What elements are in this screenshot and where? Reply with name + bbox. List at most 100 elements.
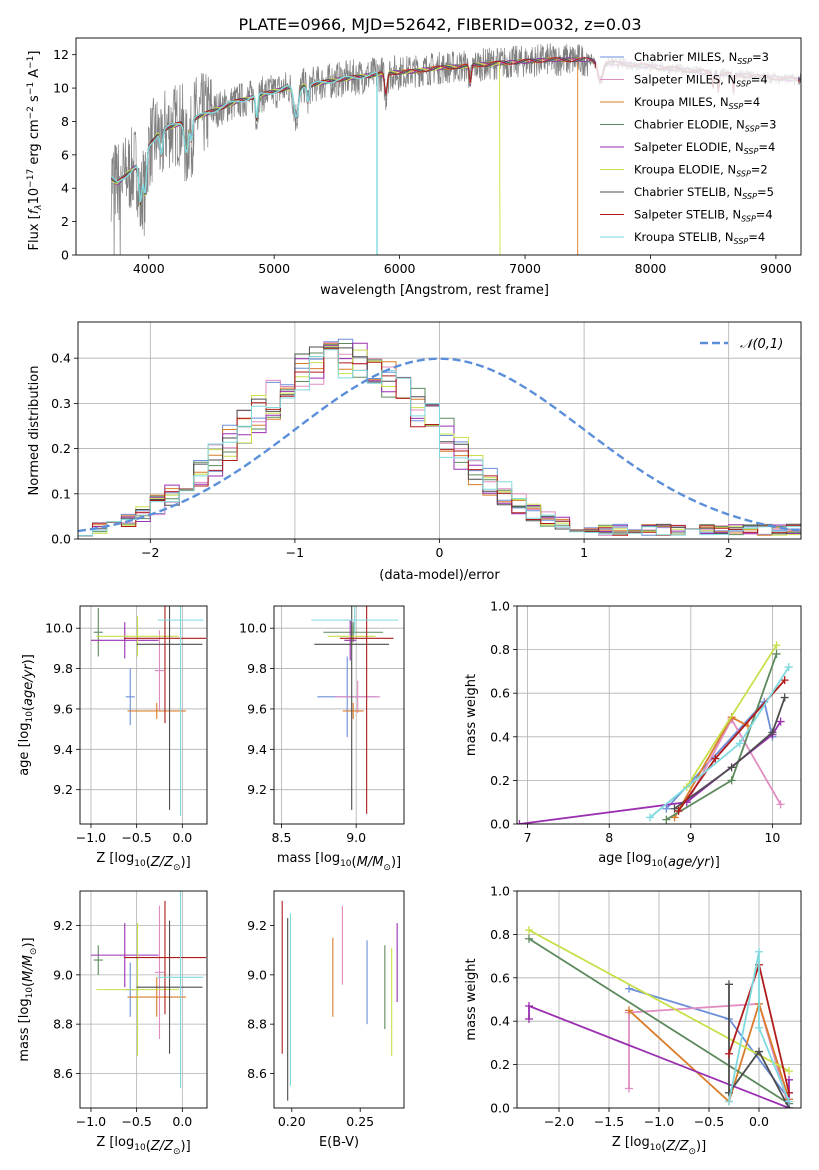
- y-tick-label: 0.4: [490, 729, 510, 744]
- ticks-spectrum: 4000 5000 6000 7000 8000 9000 0 2 4 6 8 10 12: [53, 47, 792, 276]
- axes-frame-spectrum: [75, 37, 802, 256]
- y-tick-label: 0.0: [490, 817, 510, 832]
- y-tick-label: 9.4: [247, 742, 267, 757]
- legend-label: Kroupa MILES, NSSP=4: [634, 95, 760, 111]
- y-tick-label: 0.6: [490, 686, 510, 701]
- axes-frame-residuals: [77, 321, 802, 540]
- y-tick-label: 9.2: [247, 782, 267, 797]
- weight-series-line: [628, 1000, 790, 1104]
- legend-label: Salpeter MILES, NSSP=4: [634, 73, 768, 89]
- x-tick-label: −1.0: [644, 1114, 674, 1129]
- x-tick-label: −0.5: [121, 1114, 151, 1129]
- x-tick-label: 6000: [384, 261, 416, 276]
- axes-weight_vs_age: 7 8 9 10 0.0 0.2 0.4 0.6 0.8 1.0 age [log10(age/yr…: [464, 599, 802, 870]
- y-tick-label: 9.8: [247, 661, 267, 676]
- x-tick-label: −2: [141, 545, 159, 560]
- axes-frame-age_vs_Z: [79, 605, 208, 825]
- plot-area-weight_vs_Z: [525, 926, 793, 1108]
- weight-point-marker: [670, 804, 679, 813]
- ticks-mass_vs_ebv: 0.20 0.25 8.6 8.8 9.0 9.2: [247, 918, 374, 1129]
- x-tick-label: 10: [764, 830, 780, 845]
- x-tick-label: 0.20: [278, 1114, 306, 1129]
- x-axis-label: Z [log10(Z/Z⊙)]: [96, 851, 190, 873]
- x-tick-label: 0.0: [749, 1114, 769, 1129]
- weight-point-marker: [735, 739, 744, 748]
- legend-label: Chabrier ELODIE, NSSP=3: [634, 118, 776, 134]
- y-tick-label: 0.2: [490, 1057, 510, 1072]
- x-tick-label: 0.25: [346, 1114, 374, 1129]
- x-tick-label: 8000: [635, 261, 667, 276]
- weight-point-marker: [625, 984, 633, 993]
- model-spectrum-line: [110, 71, 378, 255]
- x-tick-label: 9.0: [346, 830, 366, 845]
- x-tick-label: −1.0: [76, 1114, 106, 1129]
- x-tick-label: 7: [524, 830, 532, 845]
- weight-series-line: [728, 984, 790, 1108]
- ticks-age_vs_mass: 8.5 9.0 9.2 9.4 9.6 9.8 10.0: [239, 621, 366, 845]
- y-tick-label: 4: [61, 181, 69, 196]
- y-tick-label: 1.0: [490, 884, 510, 899]
- axes-mass_vs_Z: −1.0 −0.5 0.0 8.6 8.8 9.0 9.2 Z [log10(Z/Z⊙)] ma…: [17, 890, 208, 1157]
- weight-point-marker: [725, 1049, 733, 1058]
- weight-point-marker: [525, 1002, 533, 1011]
- y-tick-label: 9.0: [247, 967, 267, 982]
- weight-point-marker: [725, 980, 733, 989]
- y-tick-label: 10.0: [45, 621, 73, 636]
- y-axis-label: age [log10(age/yr)]: [17, 654, 36, 776]
- weight-point-marker: [784, 663, 793, 672]
- ticks-weight_vs_Z: −2.0 −1.5 −1.0 −0.5 0.0 0.0 0.2 0.4 0.6 0.8 1.0: [490, 884, 769, 1130]
- weight-point-marker: [727, 763, 736, 772]
- axes-frame-weight_vs_age: [516, 605, 802, 825]
- y-tick-label: 0.2: [490, 773, 510, 788]
- weight-point-marker: [755, 1047, 763, 1056]
- y-tick-label: 9.2: [247, 918, 267, 933]
- y-tick-label: 9.8: [53, 661, 73, 676]
- y-tick-label: 9.6: [247, 701, 267, 716]
- y-tick-label: 0.8: [490, 642, 510, 657]
- y-tick-label: 9.4: [53, 742, 73, 757]
- spectrum-legend: Chabrier MILES, NSSP=3 Salpeter MILES, NS…: [596, 45, 798, 250]
- x-tick-label: 2: [725, 545, 733, 560]
- axes-age_vs_Z: −1.0 −0.5 0.0 9.2 9.4 9.6 9.8 10.0 Z [log10(Z/Z⊙…: [17, 605, 208, 873]
- weight-series-line: [685, 644, 778, 788]
- x-axis-label: E(B-V): [319, 1135, 359, 1150]
- y-tick-label: 9.2: [53, 782, 73, 797]
- x-tick-label: 5000: [258, 261, 290, 276]
- x-tick-label: 9: [687, 830, 695, 845]
- y-tick-label: 1.0: [490, 599, 510, 614]
- x-tick-label: −1: [286, 545, 304, 560]
- y-tick-label: 8.8: [53, 1017, 73, 1032]
- x-axis-label: Z [log10(Z/Z⊙)]: [96, 1135, 190, 1157]
- axes-residuals: −2 −1 0 1 2 0.0 0.1 0.2 0.3 0.4 𝒩(0,1) (data-model)…: [27, 321, 802, 583]
- weight-point-marker: [662, 815, 671, 824]
- legend-label: Salpeter ELODIE, NSSP=4: [634, 140, 775, 156]
- weight-point-marker: [525, 926, 533, 935]
- weight-point-marker: [780, 676, 789, 685]
- x-tick-label: 8.5: [272, 830, 292, 845]
- axes-frame-age_vs_mass: [273, 605, 405, 825]
- axes-mass_vs_ebv: 0.20 0.25 8.6 8.8 9.0 9.2 E(B-V): [247, 890, 405, 1150]
- y-axis-label: Flux [fλ10−17 erg cm−2 s−1 A−1]: [26, 51, 44, 251]
- x-tick-label: 9000: [760, 261, 792, 276]
- y-tick-label: 0.6: [490, 970, 510, 985]
- legend-label: Chabrier STELIB, NSSP=5: [634, 185, 774, 201]
- weight-point-marker: [517, 820, 524, 824]
- weight-point-marker: [755, 947, 763, 956]
- weight-series-line: [528, 929, 790, 1072]
- y-axis-label: mass weight: [464, 674, 479, 756]
- y-tick-label: 0.2: [51, 441, 71, 456]
- weight-point-marker: [772, 649, 781, 658]
- axes-frame-mass_vs_ebv: [273, 890, 405, 1109]
- x-tick-label: −2.0: [544, 1114, 574, 1129]
- weight-point-marker: [711, 754, 720, 763]
- model-spectrum-line: [110, 57, 579, 255]
- y-tick-label: 6: [61, 147, 69, 162]
- x-tick-label: −0.5: [694, 1114, 724, 1129]
- weight-point-marker: [776, 800, 785, 809]
- weight-series-line: [528, 937, 790, 1105]
- y-axis-label: mass [log10(M/M⊙)]: [17, 937, 39, 1061]
- weight-point-marker: [525, 934, 533, 943]
- y-tick-label: 0.4: [51, 351, 71, 366]
- axes-age_vs_mass: 8.5 9.0 9.2 9.4 9.6 9.8 10.0 mass [log10(M/M⊙)]: [239, 605, 405, 873]
